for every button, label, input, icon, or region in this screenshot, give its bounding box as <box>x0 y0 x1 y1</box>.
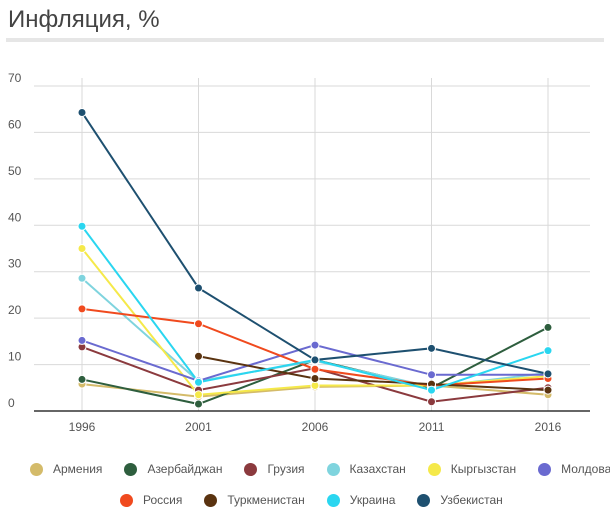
legend-swatch <box>326 493 340 507</box>
legend-label: Туркменистан <box>227 493 305 507</box>
legend-label: Кыргызстан <box>450 462 517 476</box>
data-point <box>194 390 203 400</box>
y-tick-label: 70 <box>8 71 22 85</box>
legend-swatch <box>538 462 552 476</box>
x-tick-label: 1996 <box>69 420 96 434</box>
legend-label: Узбекистан <box>440 493 503 507</box>
y-tick-label: 40 <box>8 210 22 224</box>
chart-title: Инфляция, % <box>8 6 160 33</box>
legend-row: Россия Туркменистан Украина Узбекистан <box>30 489 600 511</box>
legend-swatch <box>427 462 441 476</box>
legend-swatch <box>30 462 43 476</box>
legend-item: Молдова <box>538 462 610 476</box>
legend-row: Армения Азербайджан Грузия Казахстан Кыргызс… <box>30 458 610 480</box>
data-point <box>194 399 203 409</box>
y-tick-label: 50 <box>8 164 22 178</box>
y-tick-label: 30 <box>8 257 22 271</box>
data-point <box>543 369 553 379</box>
legend-swatch <box>120 493 133 507</box>
data-point <box>194 283 203 293</box>
data-point <box>543 346 553 356</box>
legend-item: Армения <box>30 462 102 476</box>
legend-item: Казахстан <box>326 462 406 476</box>
data-point <box>77 304 87 314</box>
data-point <box>77 244 87 253</box>
legend-item: Украина <box>326 493 396 507</box>
legend-item: Кыргызстан <box>427 462 517 476</box>
legend-label: Грузия <box>267 462 305 476</box>
legend-item: Узбекистан <box>417 493 503 507</box>
legend-label: Украина <box>349 493 396 507</box>
legend-item: Грузия <box>244 462 305 476</box>
legend-swatch <box>204 493 218 507</box>
chart-legend: Армения Азербайджан Грузия Казахстан Кыргызс… <box>30 458 610 520</box>
data-point <box>427 370 436 380</box>
legend-swatch <box>244 462 258 476</box>
legend-label: Азербайджан <box>147 462 223 476</box>
data-point <box>194 319 203 329</box>
legend-label: Россия <box>143 493 183 507</box>
x-tick-label: 2006 <box>302 420 329 434</box>
data-point <box>427 397 436 407</box>
data-point <box>77 273 87 283</box>
legend-item: Азербайджан <box>124 462 222 476</box>
x-tick-label: 2016 <box>535 420 562 434</box>
data-point <box>543 385 553 395</box>
y-tick-label: 60 <box>8 117 22 131</box>
data-point <box>310 374 320 383</box>
y-tick-label: 0 <box>8 396 15 410</box>
data-point <box>77 221 87 231</box>
data-point <box>77 374 87 384</box>
legend-label: Казахстан <box>349 462 406 476</box>
legend-item: Туркменистан <box>204 493 305 507</box>
data-point <box>77 335 87 345</box>
data-point <box>77 107 87 117</box>
data-point <box>310 364 320 374</box>
legend-swatch <box>326 462 340 476</box>
data-point <box>310 355 320 365</box>
title-divider <box>6 38 604 42</box>
y-tick-label: 10 <box>8 350 22 364</box>
legend-swatch <box>124 462 138 476</box>
data-point <box>194 351 203 361</box>
x-tick-label: 2001 <box>185 420 212 434</box>
data-point <box>194 377 203 387</box>
y-tick-label: 20 <box>8 303 22 317</box>
data-point <box>427 343 436 353</box>
series-line <box>198 355 549 392</box>
legend-swatch <box>417 493 431 507</box>
legend-label: Молдова <box>561 462 610 476</box>
legend-label: Армения <box>53 462 103 476</box>
data-point <box>310 340 320 350</box>
data-point <box>543 322 553 332</box>
data-point <box>427 385 436 395</box>
x-tick-label: 2011 <box>419 420 445 434</box>
legend-item: Россия <box>120 493 182 507</box>
